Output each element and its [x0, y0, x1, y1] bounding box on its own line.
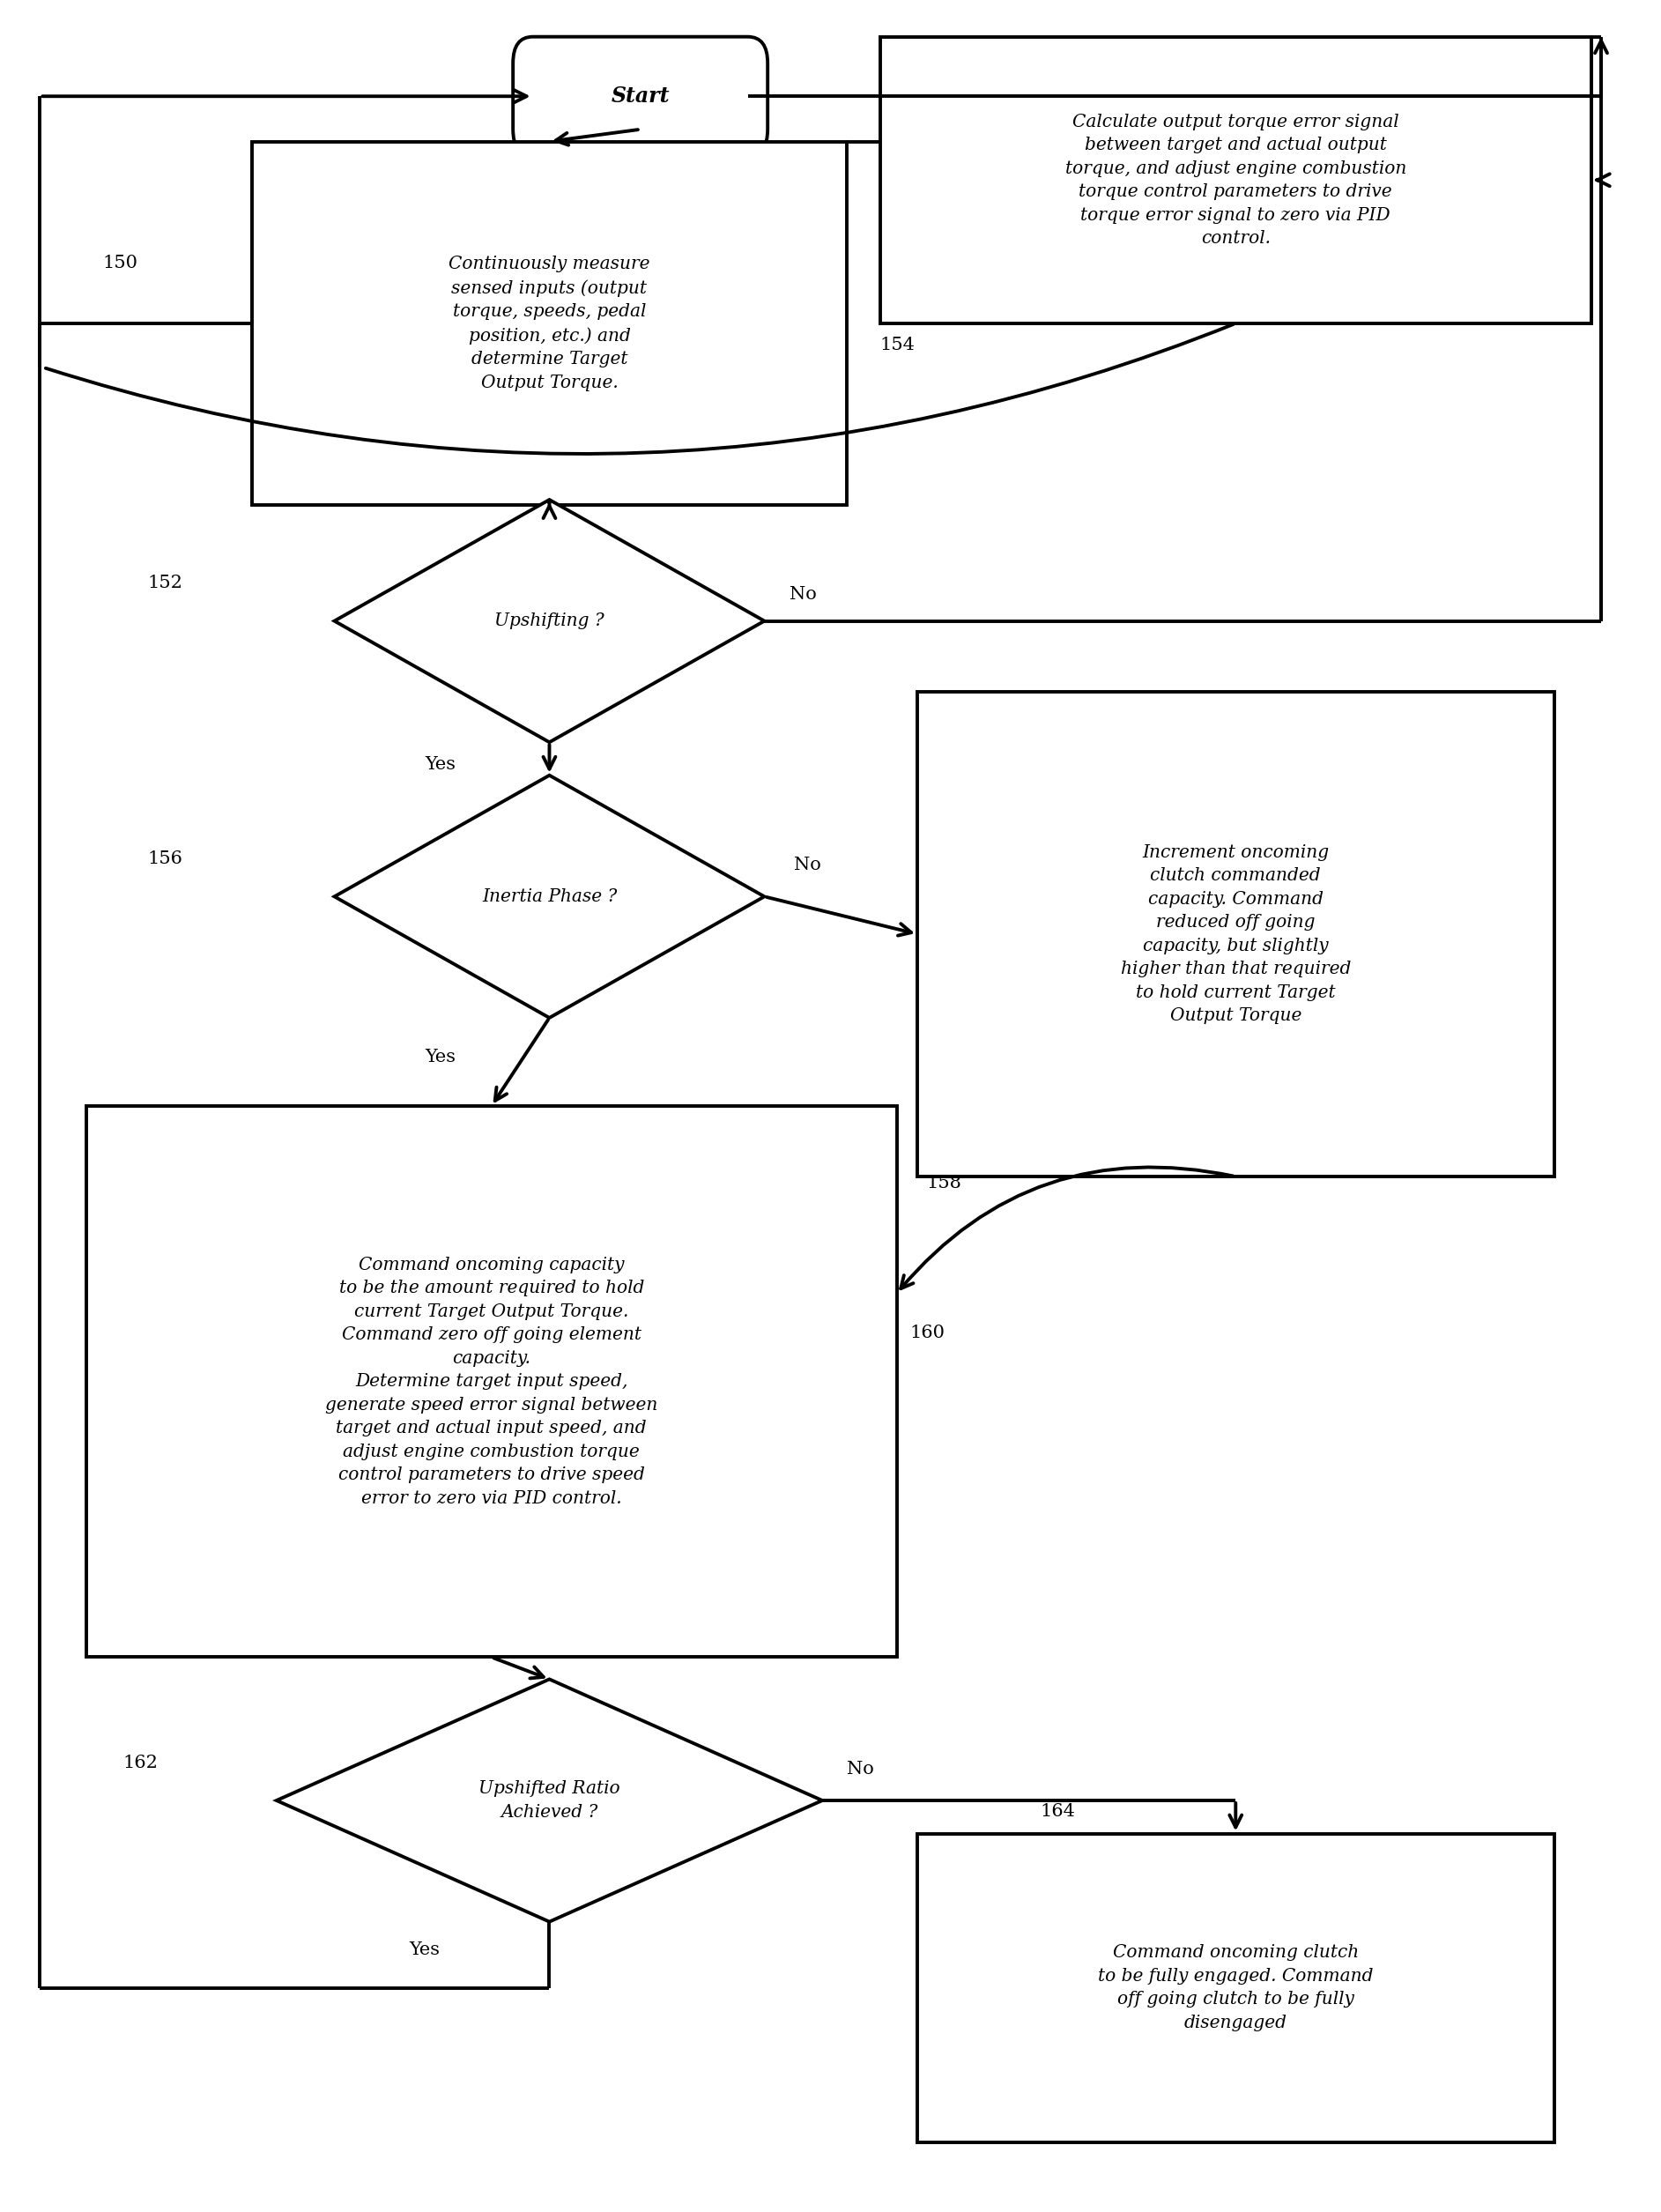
Polygon shape — [334, 774, 764, 1018]
Text: 152: 152 — [148, 575, 183, 591]
Text: 160: 160 — [910, 1325, 945, 1340]
Text: 150: 150 — [103, 254, 138, 272]
Polygon shape — [334, 500, 764, 743]
Text: Calculate output torque error signal
between target and actual output
torque, an: Calculate output torque error signal bet… — [1065, 113, 1407, 248]
Text: No: No — [789, 586, 816, 602]
Text: Upshifted Ratio
Achieved ?: Upshifted Ratio Achieved ? — [478, 1781, 620, 1820]
Text: 162: 162 — [123, 1754, 158, 1772]
Text: 156: 156 — [148, 849, 183, 867]
Bar — [917, 692, 1555, 1177]
Text: Continuously measure
sensed inputs (output
torque, speeds, pedal
position, etc.): Continuously measure sensed inputs (outp… — [448, 257, 649, 392]
Polygon shape — [276, 1679, 822, 1922]
Bar — [252, 142, 847, 504]
Text: Inertia Phase ?: Inertia Phase ? — [482, 889, 616, 905]
Text: 154: 154 — [880, 336, 915, 354]
Text: Start: Start — [611, 86, 669, 106]
Text: Increment oncoming
clutch commanded
capacity. Command
reduced off going
capacity: Increment oncoming clutch commanded capa… — [1121, 845, 1350, 1024]
Text: Command oncoming capacity
to be the amount required to hold
current Target Outpu: Command oncoming capacity to be the amou… — [326, 1256, 658, 1506]
FancyBboxPatch shape — [513, 38, 767, 155]
Text: Command oncoming clutch
to be fully engaged. Command
off going clutch to be full: Command oncoming clutch to be fully enga… — [1098, 1944, 1374, 2031]
Text: Upshifting ?: Upshifting ? — [495, 613, 605, 630]
Text: 158: 158 — [927, 1175, 962, 1190]
Text: Yes: Yes — [409, 1942, 440, 1958]
Bar — [917, 1834, 1555, 2141]
Text: 164: 164 — [1040, 1803, 1076, 1820]
Text: No: No — [794, 856, 821, 874]
Text: Yes: Yes — [425, 757, 457, 774]
Bar — [86, 1106, 897, 1657]
Text: No: No — [847, 1761, 874, 1778]
Text: Yes: Yes — [425, 1048, 457, 1066]
Bar — [880, 38, 1591, 323]
